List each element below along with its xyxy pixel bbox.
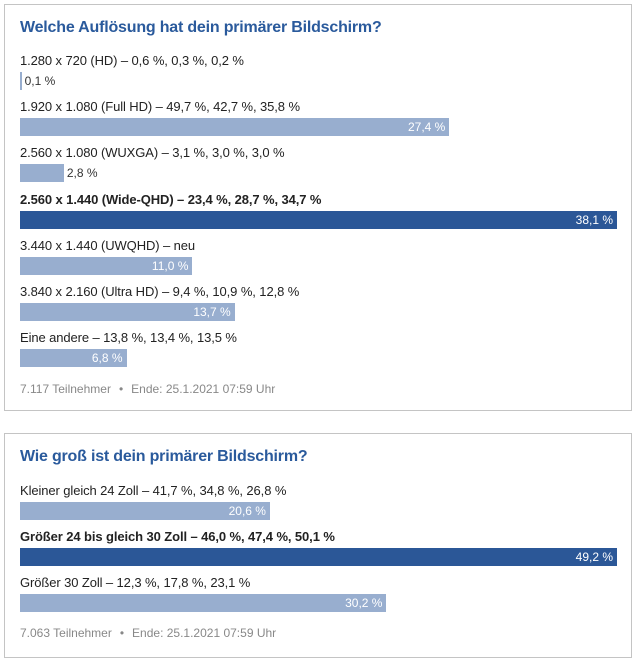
option-label: Kleiner gleich 24 Zoll – 41,7 %, 34,8 %,… xyxy=(20,483,287,498)
end-date: Ende: 25.1.2021 07:59 Uhr xyxy=(131,382,276,396)
poll-option: 3.840 x 2.160 (Ultra HD) – 9,4 %, 10,9 %… xyxy=(20,283,617,323)
participants-count: 7.063 Teilnehmer xyxy=(20,626,112,640)
poll-footer: 7.063 Teilnehmer • Ende: 25.1.2021 07:59 U… xyxy=(20,626,276,640)
option-bar-track: 27,4 % xyxy=(20,118,617,137)
option-label: 2.560 x 1.080 (WUXGA) – 3,1 %, 3,0 %, 3,… xyxy=(20,145,285,161)
poll-option: 2.560 x 1.080 (WUXGA) – 3,1 %, 3,0 %, 3,… xyxy=(20,144,617,184)
option-bar-track: 2,8 % xyxy=(20,164,617,183)
option-bar xyxy=(20,118,450,137)
option-bar xyxy=(20,349,127,368)
option-bar xyxy=(20,256,193,275)
option-label: Größer 24 bis gleich 30 Zoll – 46,0 %, 4… xyxy=(20,529,335,545)
option-bar xyxy=(20,164,64,183)
poll-option: Größer 24 bis gleich 30 Zoll – 46,0 %, 4… xyxy=(20,528,617,568)
option-value: 13,7 % xyxy=(193,305,231,319)
option-bar-track: 49,2 % xyxy=(20,548,617,567)
option-bar-track: 6,8 % xyxy=(20,349,617,368)
option-bar-track: 11,0 % xyxy=(20,256,617,275)
option-label: 1.920 x 1.080 (Full HD) – 49,7 %, 42,7 %… xyxy=(20,99,300,115)
option-bar xyxy=(20,72,22,90)
option-label: Größer 30 Zoll – 12,3 %, 17,8 %, 23,1 % xyxy=(20,575,251,591)
option-bar-track: 30,2 % xyxy=(20,594,617,613)
poll-option: Größer 30 Zoll – 12,3 %, 17,8 %, 23,1 % 3… xyxy=(20,574,617,614)
poll-footer: 7.117 Teilnehmer • Ende: 25.1.2021 07:59 U… xyxy=(20,382,275,396)
option-label: 3.440 x 1.440 (UWQHD) – neu xyxy=(20,237,196,253)
poll-option: 1.920 x 1.080 (Full HD) – 49,7 %, 42,7 %… xyxy=(20,98,617,138)
poll-title: Wie groß ist dein primärer Bildschirm? xyxy=(20,448,308,465)
option-bar-track: 0,1 % xyxy=(20,72,617,90)
poll-resolution: Welche Auflösung hat dein primärer Bilds… xyxy=(4,4,632,411)
option-label: 1.280 x 720 (HD) – 0,6 %, 0,3 %, 0,2 % xyxy=(20,53,244,68)
option-value: 2,8 % xyxy=(66,166,98,181)
participants-count: 7.117 Teilnehmer xyxy=(20,382,111,396)
separator: • xyxy=(118,382,124,396)
option-bar-track: 38,1 % xyxy=(20,210,617,229)
option-value: 38,1 % xyxy=(575,212,613,227)
option-bar xyxy=(20,303,235,321)
option-bar xyxy=(20,594,387,613)
poll-option: 1.280 x 720 (HD) – 0,6 %, 0,3 %, 0,2 % 0,… xyxy=(20,52,617,92)
poll-option: Eine andere – 13,8 %, 13,4 %, 13,5 % 6,8 … xyxy=(20,329,617,369)
poll-option: 2.560 x 1.440 (Wide-QHD) – 23,4 %, 28,7 … xyxy=(20,191,617,231)
option-bar xyxy=(20,502,270,520)
option-bar-track: 13,7 % xyxy=(20,303,617,321)
option-label: Eine andere – 13,8 %, 13,4 %, 13,5 % xyxy=(20,330,237,346)
option-value: 49,2 % xyxy=(575,550,613,565)
option-bar xyxy=(20,210,617,229)
separator: • xyxy=(119,626,125,640)
poll-option: Kleiner gleich 24 Zoll – 41,7 %, 34,8 %,… xyxy=(20,482,617,522)
option-value: 0,1 % xyxy=(24,74,56,88)
poll-title: Welche Auflösung hat dein primärer Bilds… xyxy=(20,19,382,36)
option-value: 27,4 % xyxy=(407,120,446,135)
option-value: 20,6 % xyxy=(228,504,266,518)
option-value: 6,8 % xyxy=(91,351,123,366)
option-value: 30,2 % xyxy=(345,596,383,611)
poll-screen-size: Wie groß ist dein primärer Bildschirm? K… xyxy=(4,433,632,658)
poll-option: 3.440 x 1.440 (UWQHD) – neu 11,0 % xyxy=(20,237,617,277)
option-bar-track: 20,6 % xyxy=(20,502,617,520)
option-value: 11,0 % xyxy=(151,258,189,273)
option-label: 2.560 x 1.440 (Wide-QHD) – 23,4 %, 28,7 … xyxy=(20,191,322,207)
option-bar xyxy=(20,548,617,567)
end-date: Ende: 25.1.2021 07:59 Uhr xyxy=(132,626,277,640)
option-label: 3.840 x 2.160 (Ultra HD) – 9,4 %, 10,9 %… xyxy=(20,284,300,299)
